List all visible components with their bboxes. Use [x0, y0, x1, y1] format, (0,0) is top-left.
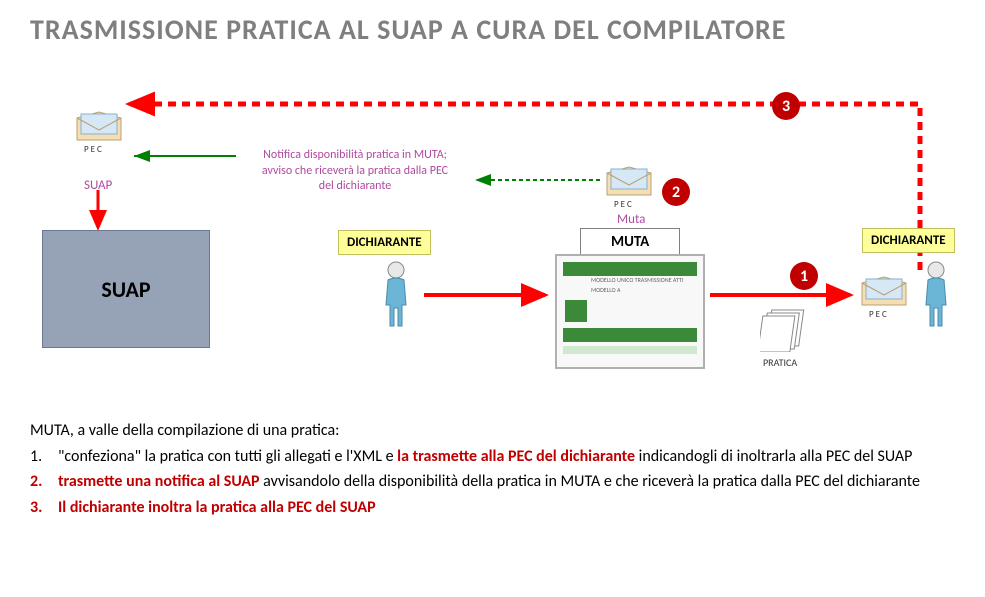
step-badge-3: 3 — [772, 92, 800, 120]
screenshot-title: MODELLO UNICO TRASMISSIONE ATTI — [591, 276, 695, 284]
diagram-area: PEC SUAP PEC Muta PEC SUAP DICHIARANTE D… — [0, 60, 985, 400]
pec-label: PEC — [614, 199, 634, 210]
muta-screenshot: MODELLO UNICO TRASMISSIONE ATTI MODELLO … — [555, 254, 705, 369]
dichiarante-label: DICHIARANTE — [862, 228, 955, 253]
person-icon — [918, 260, 954, 330]
envelope-icon — [860, 275, 908, 307]
page-title: TRASMISSIONE PRATICA AL SUAP A CURA DEL … — [30, 12, 786, 47]
pec-label: PEC — [84, 144, 104, 155]
dichiarante-label: DICHIARANTE — [338, 230, 431, 255]
muta-small-label: Muta — [617, 212, 645, 227]
suap-box: SUAP — [42, 230, 210, 348]
body-intro: MUTA, a valle della compilazione di una … — [30, 420, 955, 442]
muta-box-label: MUTA — [580, 228, 680, 256]
body-list-item: 3.Il dichiarante inoltra la pratica alla… — [30, 497, 955, 519]
suap-small-label: SUAP — [84, 178, 112, 193]
step-badge-1: 1 — [790, 262, 818, 290]
pec-label: PEC — [869, 309, 889, 320]
notification-text: Notifica disponibilità pratica in MUTA; … — [240, 148, 470, 195]
body-list: 1."confeziona" la pratica con tutti gli … — [30, 446, 955, 519]
document-stack-icon — [760, 308, 810, 357]
body-text: MUTA, a valle della compilazione di una … — [30, 420, 955, 522]
pratica-label: PRATICA — [763, 356, 797, 369]
screenshot-subtitle: MODELLO A — [591, 286, 695, 294]
envelope-icon — [75, 110, 123, 142]
envelope-icon — [605, 165, 653, 197]
logo-icon — [565, 300, 587, 322]
body-list-item: 1."confeziona" la pratica con tutti gli … — [30, 446, 955, 468]
person-icon — [378, 260, 414, 330]
body-list-item: 2.trasmette una notifica al SUAP avvisan… — [30, 471, 955, 493]
step-badge-2: 2 — [662, 178, 690, 206]
